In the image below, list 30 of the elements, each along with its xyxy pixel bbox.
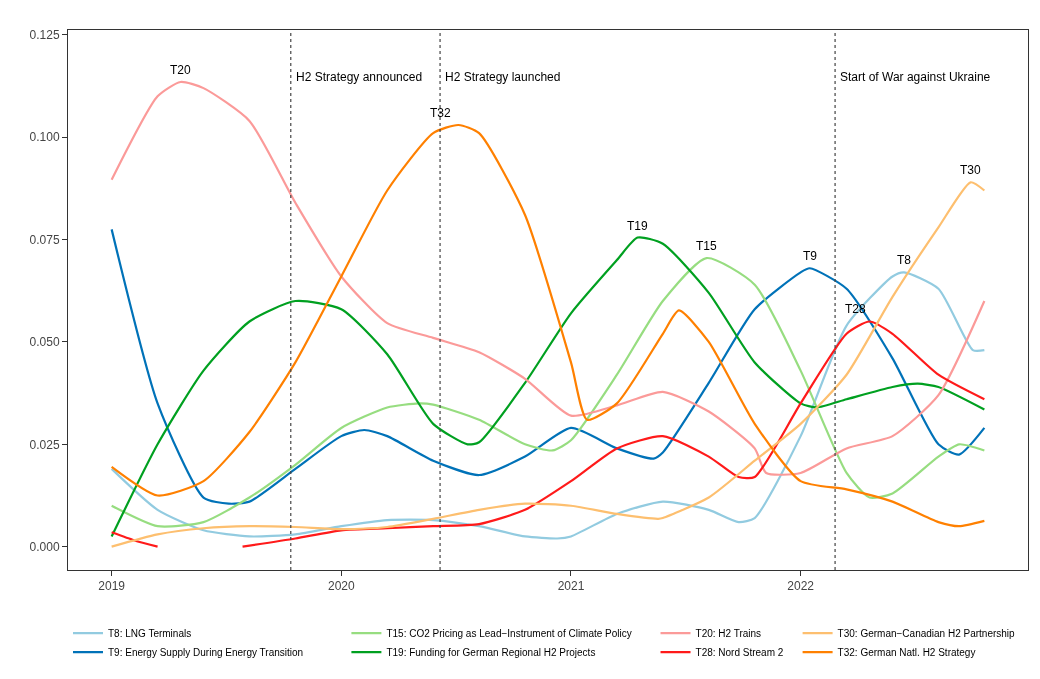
- legend-label: T28: Nord Stream 2: [695, 647, 784, 658]
- x-tick-label: 2019: [98, 579, 126, 594]
- ref-line-label: H2 Strategy launched: [445, 70, 561, 84]
- x-tick-label: 2022: [787, 579, 815, 594]
- annotation: T32: [430, 106, 451, 120]
- y-tick-label: 0.000: [29, 539, 60, 554]
- annotation: T20: [170, 63, 191, 77]
- y-tick-label: 0.125: [29, 28, 60, 43]
- legend-label: T30: German−Canadian H2 Partnership: [837, 628, 1016, 639]
- annotation: T30: [960, 163, 981, 177]
- ref-line-label: Start of War against Ukraine: [840, 70, 991, 84]
- y-tick-label: 0.100: [29, 130, 60, 145]
- annotation: T8: [897, 253, 912, 267]
- annotation: T9: [803, 249, 818, 263]
- y-tick-label: 0.075: [29, 232, 60, 247]
- legend-label: T32: German Natl. H2 Strategy: [837, 647, 976, 658]
- line-series: [110, 123, 986, 528]
- x-tick-label: 2021: [557, 579, 585, 594]
- legend-label: T9: Energy Supply During Energy Transition: [108, 647, 304, 658]
- legend-label: T8: LNG Terminals: [108, 628, 192, 639]
- annotation: T15: [696, 239, 717, 253]
- annotation: T19: [627, 219, 648, 233]
- ref-line-label: H2 Strategy announced: [296, 70, 423, 84]
- legend-label: T15: CO2 Pricing as Lead−Instrument of Climate Policy: [386, 628, 632, 639]
- y-tick-label: 0.025: [29, 437, 60, 452]
- y-tick-label: 0.050: [29, 335, 60, 350]
- legend-label: T20: H2 Trains: [695, 628, 762, 639]
- x-tick-label: 2020: [327, 579, 355, 594]
- legend-label: T19: Funding for German Regional H2 Projects: [386, 647, 596, 658]
- line-series: [110, 181, 986, 548]
